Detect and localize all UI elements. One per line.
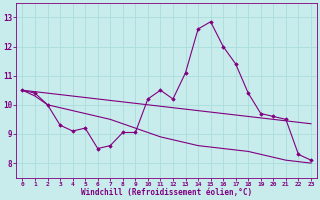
X-axis label: Windchill (Refroidissement éolien,°C): Windchill (Refroidissement éolien,°C) <box>81 188 252 197</box>
